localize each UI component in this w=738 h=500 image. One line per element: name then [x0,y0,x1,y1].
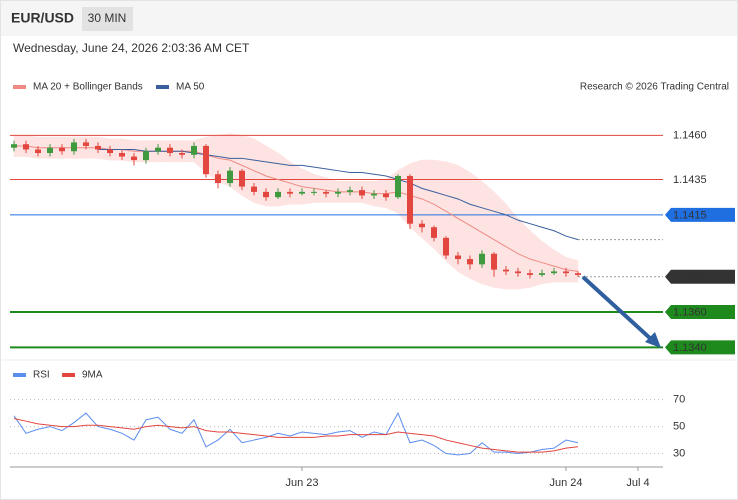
legend-label: RSI [33,370,50,381]
candle-body [431,227,437,238]
candle-body [467,259,473,265]
level-tag [665,305,735,320]
y-tick-label: 30 [673,447,685,459]
candle-body [359,190,365,196]
candle-body [131,156,137,161]
legend-label: 9MA [82,370,103,381]
candle-body [47,147,53,154]
candle-body [371,193,377,196]
legend-swatch [156,85,169,89]
symbol: EUR/USD [11,10,74,26]
legend-swatch [62,373,75,377]
credit: Research © 2026 Trading Central [580,82,729,93]
y-tick-label: 70 [673,394,685,406]
forecast-arrowhead [645,332,661,348]
moving-average [98,148,579,241]
candle-body [575,273,581,275]
bollinger-band [529,230,543,288]
candle-body [503,269,509,272]
candle-body [251,186,257,192]
bollinger-band [469,171,483,285]
bollinger-band [289,161,303,205]
candle-body [155,147,161,152]
candle-body [479,253,485,265]
y-tick-label: 50 [673,420,685,432]
level-label: 1.1415 [673,209,707,221]
candle-body [11,144,17,148]
candle-body [215,174,221,184]
candle-body [107,149,113,154]
level-label: 1.1460 [673,130,707,142]
candle-body [443,237,449,256]
level-label: 1.1435 [673,174,707,186]
level-tag [665,269,735,284]
bollinger-band [541,240,555,285]
level-tag [665,207,735,222]
candle-body [455,255,461,260]
candle-body [143,151,149,161]
x-tick-label: Jul 4 [626,477,649,489]
candle-body [275,191,281,198]
rsi-line [13,411,579,456]
bollinger-band [553,249,567,283]
candle-body [527,273,533,275]
candle-body [515,271,521,274]
candle-body [35,149,41,154]
candle-body [167,147,173,154]
timeframe-box[interactable] [82,7,133,31]
candle-body [407,175,413,224]
candle-body [311,191,317,193]
rsi-line [13,418,579,453]
level-tag [665,340,735,355]
candle-body [323,191,329,194]
candle-body [347,190,353,192]
legend-swatch [13,85,26,89]
candle-body [263,191,269,198]
candle-body [491,253,497,270]
candle-body [191,145,197,155]
level-label: 1.1380 [673,271,707,283]
candle-body [71,142,77,152]
candle-body [239,170,245,187]
legend-label: MA 50 [176,82,205,93]
candle-body [395,175,401,198]
candle-body [59,147,65,152]
candle-body [539,273,545,275]
candle-body [179,153,185,155]
candle-body [563,271,569,274]
candle-body [203,145,209,175]
candle-body [95,145,101,150]
datetime: Wednesday, June 24, 2026 2:03:36 AM CET [13,41,250,55]
x-tick-label: Jun 24 [549,477,582,489]
forecast-arrow [581,275,654,342]
level-label: 1.1340 [673,342,707,354]
bollinger-band [241,134,255,204]
bollinger-band [481,180,495,288]
candle-body [419,223,425,228]
candle-body [383,193,389,198]
candle-body [287,191,293,194]
legend-swatch [13,373,26,377]
candle-body [299,191,305,194]
x-tick-label: Jun 23 [285,477,318,489]
candle-body [227,170,233,184]
legend-label: MA 20 + Bollinger Bands [33,82,143,93]
candle-body [83,142,89,146]
bollinger-band [517,217,531,290]
level-label: 1.1360 [673,306,707,318]
candle-body [335,191,341,194]
timeframe[interactable]: 30 MIN [88,11,127,25]
candle-body [119,153,125,157]
candle-body [23,144,29,150]
candle-body [551,271,557,274]
